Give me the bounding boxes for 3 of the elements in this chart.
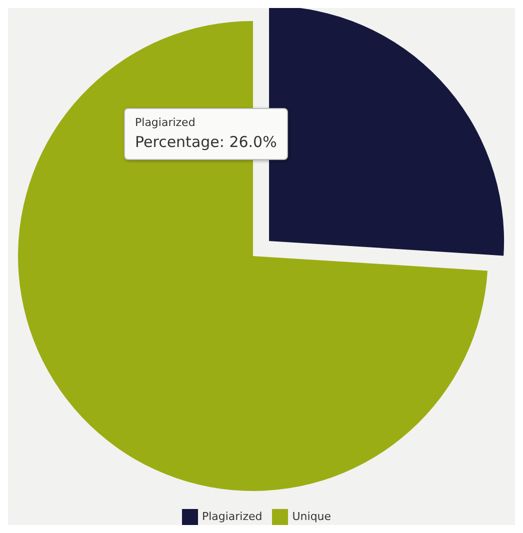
legend-label: Unique [292, 510, 332, 524]
tooltip-box: Plagiarized Percentage: 26.0% [124, 108, 288, 160]
legend-label: Plagiarized [202, 510, 262, 524]
